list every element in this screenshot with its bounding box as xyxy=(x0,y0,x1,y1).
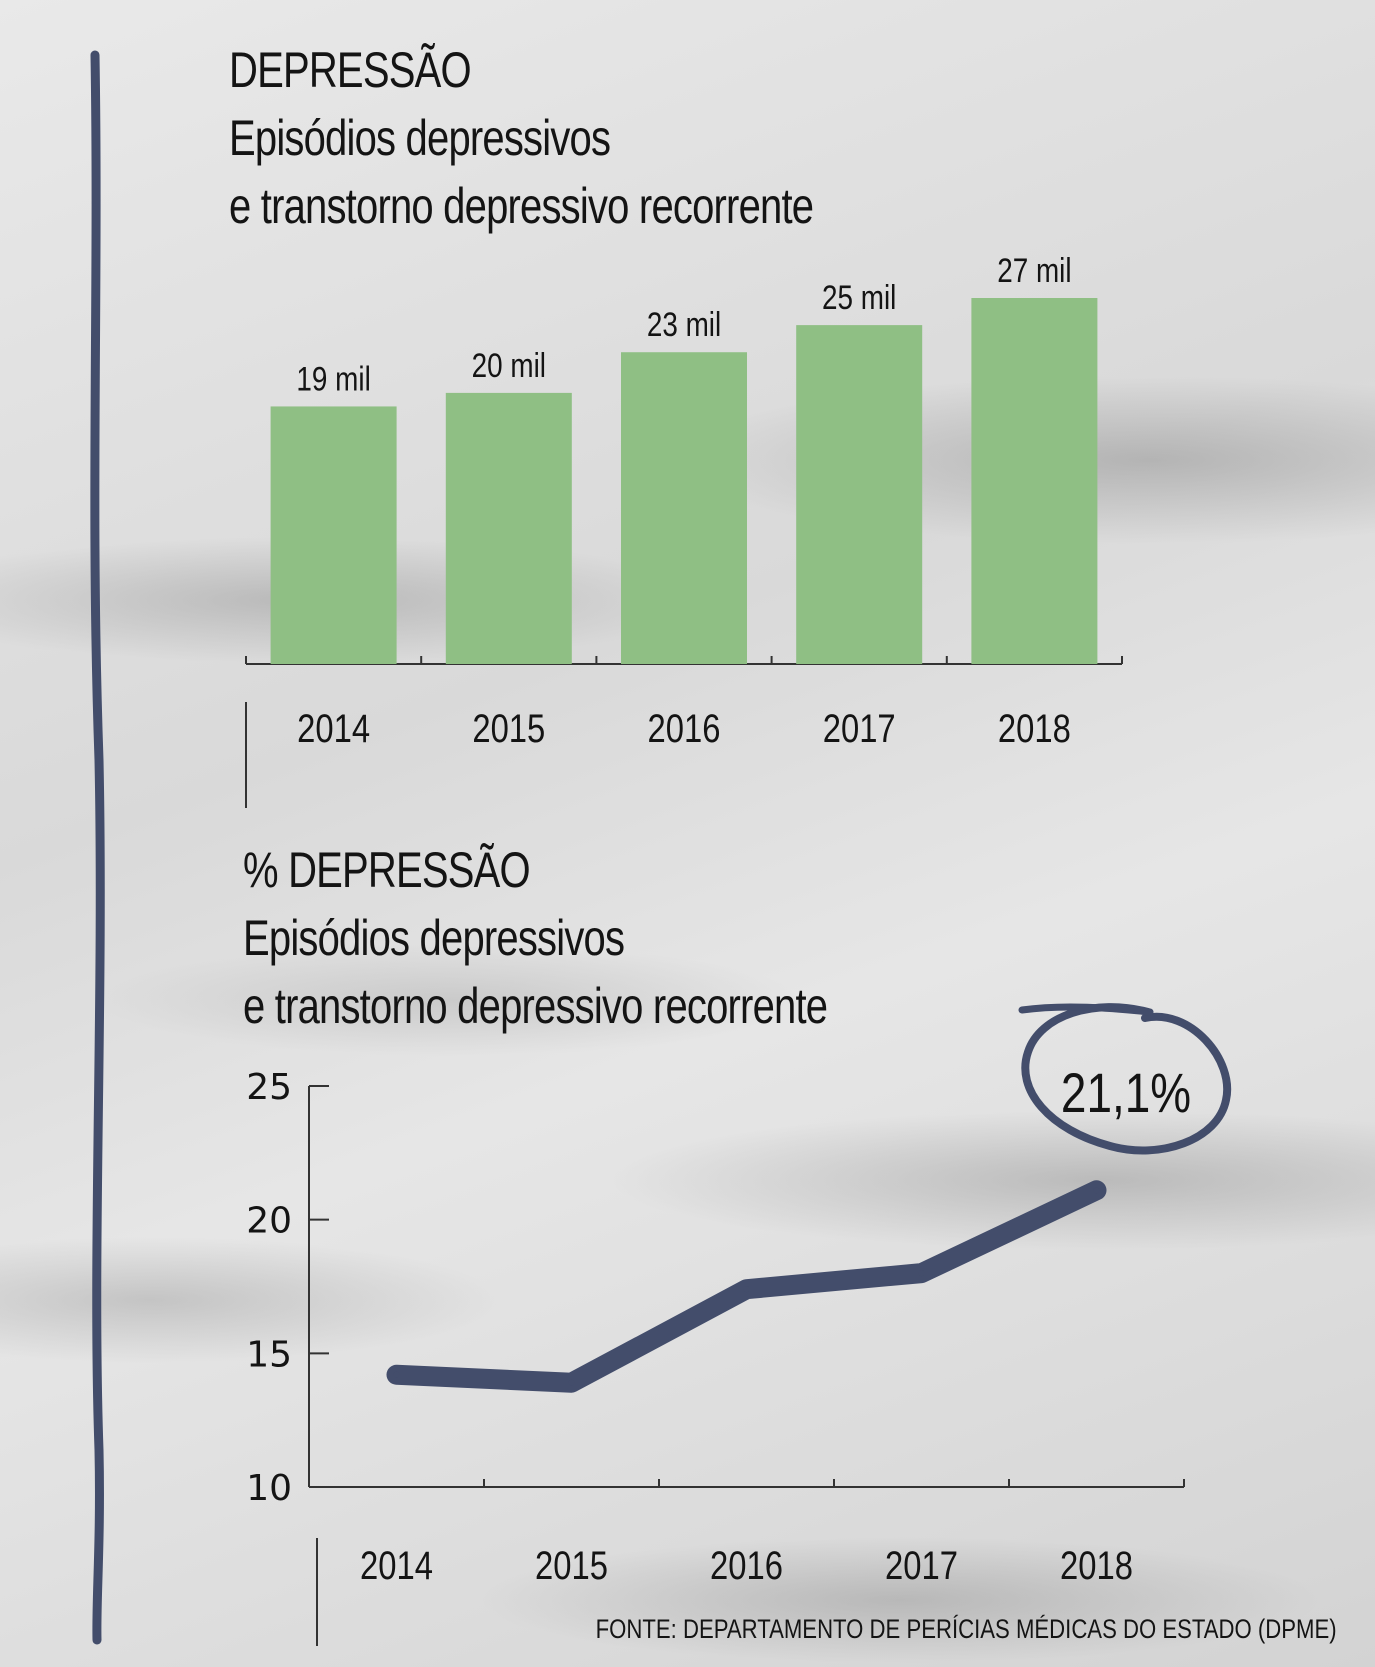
annotation-label: 21,1% xyxy=(1061,1062,1191,1124)
bar-x-tick-label: 2016 xyxy=(648,706,721,751)
line-title-line-3: e transtorno depressivo recorrente xyxy=(243,978,828,1034)
bar-data-label: 23 mil xyxy=(647,306,721,344)
bar-x-tick-label: 2015 xyxy=(472,706,545,751)
source-note: FONTE: DEPARTAMENTO DE PERÍCIAS MÉDICAS … xyxy=(596,1614,1337,1644)
data-point-2015 xyxy=(568,1379,575,1386)
bar-2014 xyxy=(270,406,397,664)
data-point-2016 xyxy=(743,1286,750,1293)
bar-data-label: 19 mil xyxy=(296,360,370,398)
data-point-2014 xyxy=(393,1371,400,1378)
bar-title-line-1: DEPRESSÃO xyxy=(229,42,472,98)
line-x-tick-label: 2017 xyxy=(885,1543,958,1588)
bar-2015 xyxy=(445,392,572,664)
bar-data-label: 27 mil xyxy=(997,251,1071,289)
bar-x-tick-label: 2017 xyxy=(823,706,896,751)
data-point-2017 xyxy=(918,1270,925,1277)
bar-title-line-3: e transtorno depressivo recorrente xyxy=(229,178,814,234)
bar-data-label: 25 mil xyxy=(822,278,896,316)
bar-title-line-2: Episódios depressivos xyxy=(229,110,611,166)
line-x-tick-label: 2016 xyxy=(710,1543,783,1588)
line-title-line-2: Episódios depressivos xyxy=(243,910,625,966)
bar-x-tick-label: 2014 xyxy=(297,706,370,751)
line-y-tick-label: 25 xyxy=(246,1067,292,1108)
line-x-tick-label: 2015 xyxy=(535,1543,608,1588)
line-y-tick-label: 15 xyxy=(246,1334,292,1375)
bar-2017 xyxy=(796,325,923,664)
bar-chart: 19 mil 2014 20 mil 2015 23 mil 2016 25 mil 2017… xyxy=(245,251,1123,808)
bar-x-tick-label: 2018 xyxy=(998,706,1071,751)
line-chart-title: % DEPRESSÃO Episódios depressivos e tran… xyxy=(243,836,828,1040)
bar-data-label: 20 mil xyxy=(472,346,546,384)
annotation-circle-stroke xyxy=(1018,1003,1154,1016)
bar-2018 xyxy=(971,298,1098,664)
line-y-tick-label: 10 xyxy=(246,1468,292,1509)
line-x-tick-label: 2014 xyxy=(360,1543,433,1588)
line-y-tick-label: 20 xyxy=(246,1201,292,1242)
annotation-circle xyxy=(1021,1003,1232,1155)
line-x-tick-label: 2018 xyxy=(1060,1543,1133,1588)
line-title-line-1: % DEPRESSÃO xyxy=(243,842,531,898)
bar-2016 xyxy=(621,352,747,664)
data-point-2018 xyxy=(1093,1187,1100,1194)
bar-chart-title: DEPRESSÃO Episódios depressivos e transt… xyxy=(229,36,814,240)
